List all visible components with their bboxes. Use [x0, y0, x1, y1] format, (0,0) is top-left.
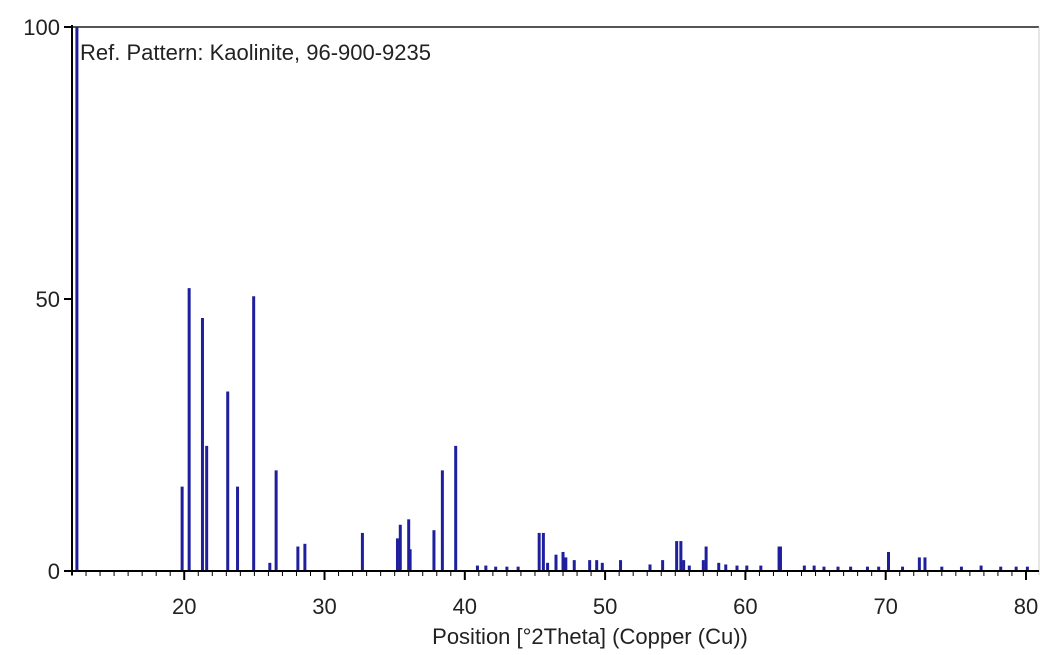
y-tick-label: 100: [23, 15, 60, 40]
x-tick-label: 50: [593, 594, 617, 619]
x-tick-label: 20: [172, 594, 196, 619]
x-tick-label: 30: [312, 594, 336, 619]
x-axis: 20 30 40 50 60 70 80: [71, 570, 1039, 619]
y-tick-label: 0: [48, 559, 60, 584]
x-tick-label: 60: [733, 594, 757, 619]
y-tick-label: 50: [36, 287, 60, 312]
reference-pattern-label: Ref. Pattern: Kaolinite, 96-900-9235: [80, 40, 431, 65]
x-tick-label: 80: [1014, 594, 1038, 619]
plot-frame: [72, 26, 1040, 575]
y-axis: 0 50 100: [23, 15, 73, 584]
x-axis-title: Position [°2Theta] (Copper (Cu)): [432, 624, 748, 649]
x-tick-label: 70: [873, 594, 897, 619]
peak-sticks: [75, 27, 1029, 571]
x-tick-label: 40: [453, 594, 477, 619]
